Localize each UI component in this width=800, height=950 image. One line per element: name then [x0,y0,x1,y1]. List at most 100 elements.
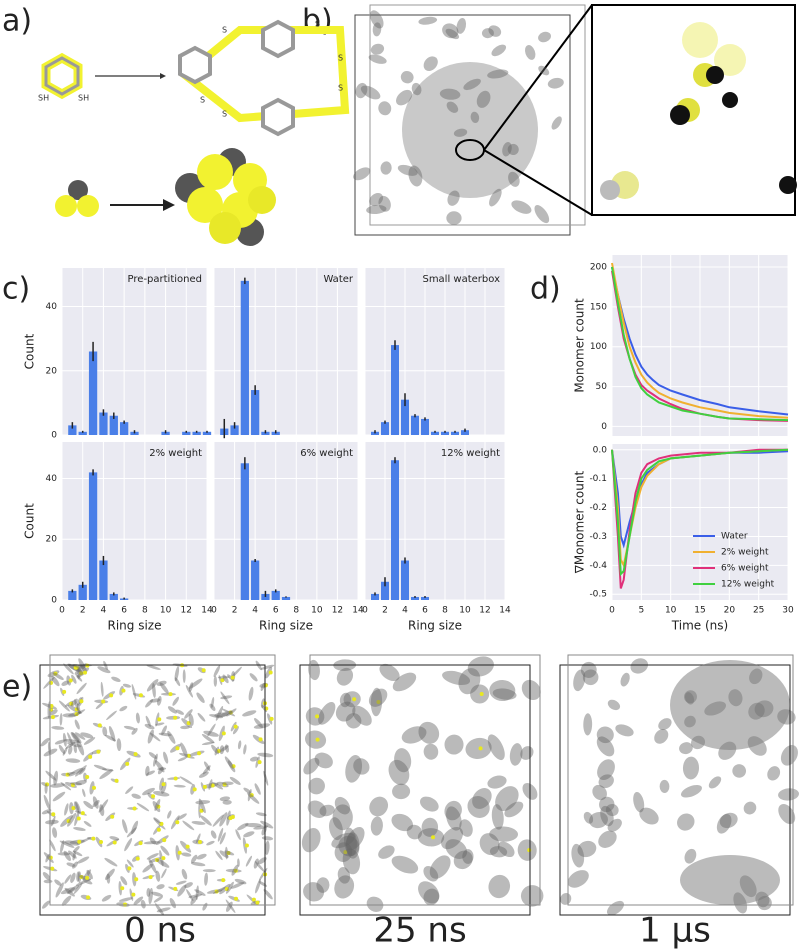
particle [219,745,229,752]
particle [247,789,252,802]
particle [184,709,193,719]
particle [99,804,105,817]
legend-label: 6% weight [721,564,769,574]
particle [233,868,238,873]
snapshot-boxes [39,654,794,916]
particle [222,674,229,684]
particle [370,816,383,836]
particle [148,887,153,905]
particle [55,882,64,898]
particle [155,722,165,726]
particle [177,850,182,855]
y-tick-label: -0.4 [589,561,607,571]
particle [429,855,451,879]
particle [121,688,126,693]
particle [488,25,502,37]
particle [226,851,231,856]
particle [307,800,327,818]
particle [423,888,440,906]
particle [70,698,78,707]
particle [79,767,86,775]
legend-label: 12% weight [721,580,775,590]
y-tick-label: 200 [590,262,607,272]
particle [682,756,700,780]
particle [244,823,262,828]
particle [62,747,68,756]
particle [72,851,76,861]
x-axis-label: Ring size [108,619,162,633]
particle [234,896,239,901]
bar [78,431,87,435]
particle [230,675,235,680]
particle [303,882,325,902]
particle [60,782,72,791]
particle [370,43,385,55]
particle [173,886,178,891]
particle [49,839,56,852]
particle [148,752,158,759]
particle [224,756,234,769]
particle [119,705,128,712]
particle [257,760,262,765]
particle [195,885,199,901]
particle [66,819,71,824]
particle [153,818,166,830]
particle [51,812,56,817]
particle [112,840,117,845]
particle [77,667,81,680]
particle [111,676,121,682]
particle [778,788,800,801]
particle [269,716,274,721]
particle [495,786,519,812]
particle [146,664,161,670]
particle [222,799,232,805]
particle [597,759,615,781]
x-axis-label: Ring size [259,619,313,633]
particle [65,772,70,777]
particle [463,78,481,91]
bar [240,280,249,435]
particle [83,737,96,745]
particle [120,886,125,891]
particle [68,850,77,859]
particle [123,902,128,907]
particle [144,723,155,730]
bar [230,425,239,435]
particle [431,835,436,840]
particle [408,165,423,187]
particle [167,730,176,744]
bar [88,472,98,600]
particle [152,683,156,698]
particle [470,111,480,123]
particle [708,776,722,789]
x-tick-label: 10 [665,606,677,616]
particle [224,850,235,856]
particle [237,740,242,750]
y-axis-label: Monomer count [573,298,587,393]
particle [122,683,132,688]
particle [153,896,164,903]
particle [217,827,224,842]
particle [85,775,90,780]
particle [520,885,544,907]
particle [174,666,180,682]
particle [175,709,185,715]
particle [177,884,187,897]
particle [605,803,619,817]
particle [42,714,60,720]
particle [97,666,111,674]
particle [237,858,240,867]
particle [209,703,216,711]
particle [116,902,130,907]
particle [70,732,80,743]
particle [253,825,269,830]
particle [43,879,53,884]
particle [547,77,564,89]
particle [396,89,413,106]
particle [173,784,186,788]
particle [79,699,84,704]
particle [74,732,86,740]
particle [215,850,223,861]
atom-label: S [338,84,343,93]
particle [194,889,206,896]
